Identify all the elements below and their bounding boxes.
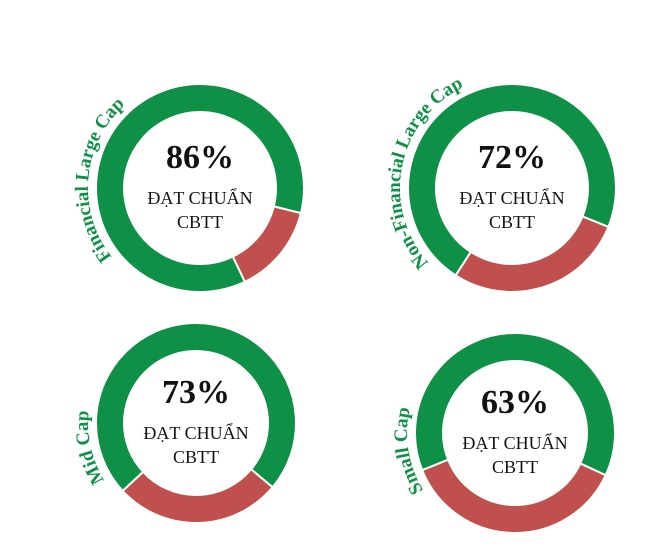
donut-segment bbox=[420, 458, 607, 534]
donut-segment bbox=[407, 83, 617, 277]
center-label: CBTT bbox=[489, 212, 535, 232]
donut-segment bbox=[231, 205, 303, 284]
value-label: 72% bbox=[478, 139, 546, 176]
value-label: 73% bbox=[162, 374, 230, 411]
value-label: 63% bbox=[481, 384, 549, 421]
value-label: 86% bbox=[166, 139, 234, 176]
center-label: CBTT bbox=[492, 457, 538, 477]
donut-segment bbox=[95, 322, 297, 493]
center-label: ĐẠT CHUẨN bbox=[147, 187, 252, 208]
donut-segment bbox=[121, 467, 275, 524]
center-label: ĐẠT CHUẨN bbox=[462, 432, 567, 453]
center-label: ĐẠT CHUẨN bbox=[143, 422, 248, 443]
center-label: ĐẠT CHUẨN bbox=[459, 187, 564, 208]
donut-segment bbox=[454, 215, 610, 293]
donut-segment bbox=[414, 332, 616, 477]
donut-segment bbox=[95, 83, 305, 293]
center-label: CBTT bbox=[177, 212, 223, 232]
center-label: CBTT bbox=[173, 447, 219, 467]
